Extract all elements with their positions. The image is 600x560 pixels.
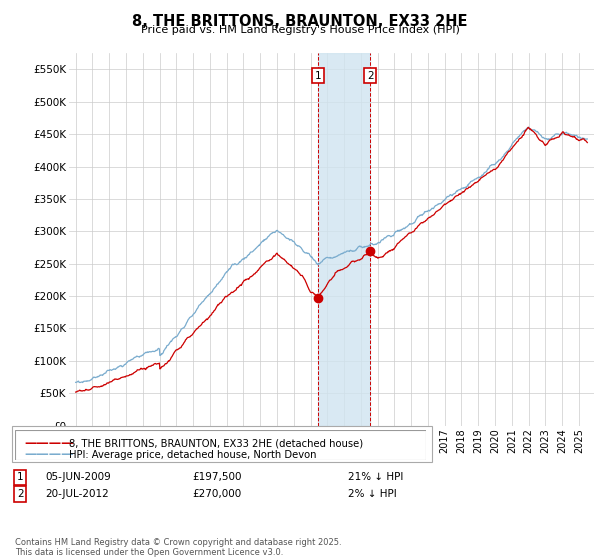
Text: £197,500: £197,500: [192, 472, 241, 482]
Text: 8, THE BRITTONS, BRAUNTON, EX33 2HE (detached house): 8, THE BRITTONS, BRAUNTON, EX33 2HE (det…: [69, 438, 363, 449]
Text: £270,000: £270,000: [192, 489, 241, 499]
Text: 21% ↓ HPI: 21% ↓ HPI: [348, 472, 403, 482]
Text: ————: ————: [24, 448, 74, 461]
Bar: [318, 53, 370, 426]
Text: 20-JUL-2012: 20-JUL-2012: [45, 489, 109, 499]
Text: Contains HM Land Registry data © Crown copyright and database right 2025.
This d: Contains HM Land Registry data © Crown c…: [15, 538, 341, 557]
Text: 2: 2: [17, 489, 23, 499]
Text: Price paid vs. HM Land Registry's House Price Index (HPI): Price paid vs. HM Land Registry's House …: [140, 25, 460, 35]
Text: 8, THE BRITTONS, BRAUNTON, EX33 2HE: 8, THE BRITTONS, BRAUNTON, EX33 2HE: [132, 14, 468, 29]
Text: 1: 1: [314, 71, 321, 81]
Text: 2: 2: [367, 71, 373, 81]
FancyBboxPatch shape: [12, 426, 432, 462]
Text: 2% ↓ HPI: 2% ↓ HPI: [348, 489, 397, 499]
Text: 05-JUN-2009: 05-JUN-2009: [45, 472, 111, 482]
Text: HPI: Average price, detached house, North Devon: HPI: Average price, detached house, Nort…: [69, 450, 317, 460]
Text: ————: ————: [24, 437, 74, 450]
Text: 1: 1: [17, 472, 23, 482]
